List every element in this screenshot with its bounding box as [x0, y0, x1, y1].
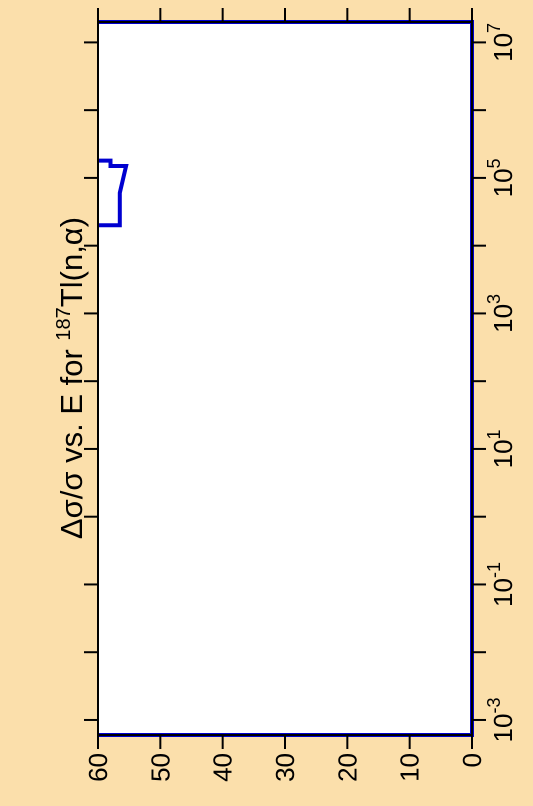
x-tick-label: 107 [484, 23, 518, 62]
x-tick-label-base: 10 [488, 578, 518, 607]
ticks-layer [84, 8, 486, 749]
x-tick-label-base: 10 [488, 168, 518, 197]
y-tick-label: 40 [208, 753, 238, 782]
y-tick-label: 0 [457, 753, 487, 767]
x-tick-label: 105 [484, 158, 518, 197]
x-tick-label: 10-1 [484, 562, 518, 607]
x-tick-label-base: 10 [488, 33, 518, 62]
y-tick-label: 50 [145, 753, 175, 782]
x-tick-label-exponent: 5 [484, 158, 504, 168]
y-tick-label: 10 [395, 753, 425, 782]
chart-title-superscript: 187 [53, 307, 75, 340]
x-tick-label-exponent: 3 [484, 294, 504, 304]
x-tick-label-exponent: -3 [484, 698, 504, 714]
x-tick-label-base: 10 [488, 439, 518, 468]
chart-title-prefix: Δσ/σ vs. E for [54, 341, 89, 540]
x-tick-label-base: 10 [488, 304, 518, 333]
series-line-2 [98, 158, 129, 228]
y-tick-label: 60 [83, 753, 113, 782]
plot-area [98, 22, 472, 735]
chart-title: Δσ/σ vs. E for 187Tl(n,α) [53, 217, 89, 539]
x-tick-label-exponent: -1 [484, 562, 504, 578]
x-tick-label-base: 10 [488, 714, 518, 743]
x-tick-label: 103 [484, 294, 518, 333]
y-tick-label: 20 [332, 753, 362, 782]
x-tick-label: 10-3 [484, 698, 518, 743]
x-tick-label-exponent: 1 [484, 429, 504, 439]
y-tick-label: 30 [270, 753, 300, 782]
chart-title-suffix: Tl(n,α) [54, 217, 89, 307]
x-tick-label: 101 [484, 429, 518, 468]
x-tick-label-exponent: 7 [484, 23, 504, 33]
